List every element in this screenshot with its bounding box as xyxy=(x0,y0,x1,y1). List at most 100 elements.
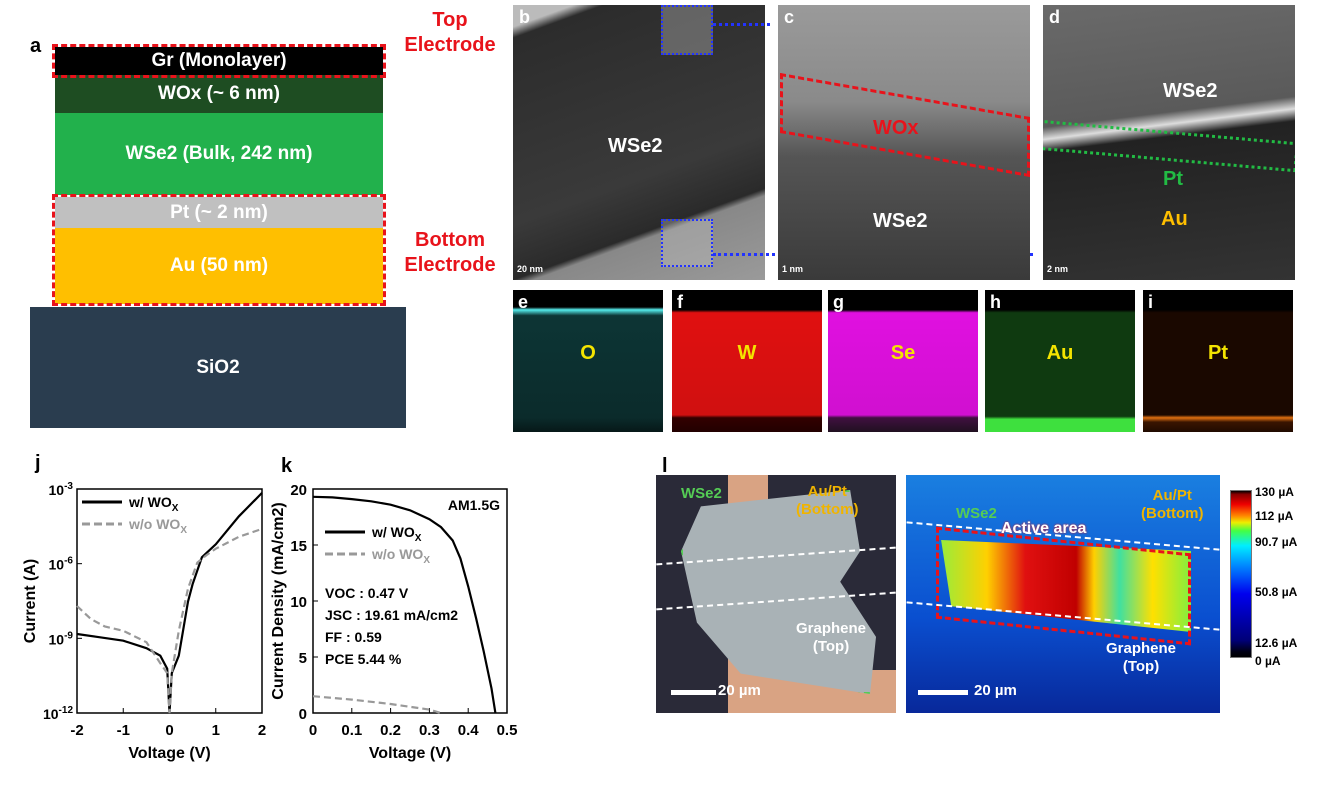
panel-label-b: b xyxy=(519,7,530,27)
scale-bar xyxy=(918,690,968,695)
element-label: Pt xyxy=(1208,342,1228,364)
scale-label: 20 µm xyxy=(718,682,761,699)
active-area-label: Active area xyxy=(1001,520,1087,537)
x-axis-label: Voltage (V) xyxy=(369,745,451,762)
x-tick-label: 0.1 xyxy=(341,722,362,739)
scale-bar xyxy=(671,690,716,695)
colorbar-label: 0 µA xyxy=(1255,654,1281,668)
wse2-flake xyxy=(681,490,877,694)
plot-frame xyxy=(312,488,508,714)
layer-label: Au (50 nm) xyxy=(169,255,269,276)
annotation-am15g: AM1.5G xyxy=(448,497,500,513)
panel-label-i: i xyxy=(1148,292,1154,312)
y-tick-label: 10-12 xyxy=(43,705,73,722)
metric-text: VOC : 0.47 V xyxy=(325,585,409,601)
layer-label: WSe2 (Bulk, 242 nm) xyxy=(125,143,313,164)
wse2-label: WSe2 xyxy=(956,505,997,522)
top-electrode-label: Top Electrode xyxy=(404,9,496,56)
wox-label: WOx xyxy=(873,117,919,139)
scale-bar: 1 nm xyxy=(782,264,804,274)
top-electrode-box xyxy=(52,44,386,78)
material-label: WSe2 xyxy=(1163,80,1218,102)
colorbar-label: 50.8 µA xyxy=(1255,585,1298,599)
zoom-box-bottom xyxy=(661,219,713,267)
colorbar-label: 112 µA xyxy=(1255,509,1294,523)
layer-label: WOx (~ 6 nm) xyxy=(158,83,280,104)
tem-image-b: b WSe2 20 nm xyxy=(513,5,765,280)
element-label: Se xyxy=(890,342,916,364)
aupt-label: Au/Pt (Bottom) xyxy=(796,483,858,519)
series-line-without-wox xyxy=(76,527,263,714)
y-tick-label: 20 xyxy=(290,482,307,499)
bottom-electrode-box xyxy=(52,194,386,306)
graphene-text: Graphene xyxy=(796,620,867,637)
layer-wse2: WSe2 (Bulk, 242 nm) xyxy=(55,113,383,195)
legend-label: w/ WOX xyxy=(371,524,422,544)
layer-wox: WOx (~ 6 nm) xyxy=(55,75,383,113)
y-tick-label: 5 xyxy=(299,650,307,667)
y-axis-label: Current Density (mA/cm2) xyxy=(270,502,287,699)
x-tick-label: 1 xyxy=(212,722,220,739)
colorbar-label: 12.6 µA xyxy=(1255,636,1298,650)
pt-label: Pt xyxy=(1163,168,1183,190)
optical-image: WSe2 Au/Pt (Bottom) Graphene (Top) 20 µm xyxy=(656,475,896,713)
scale-label: 20 µm xyxy=(974,682,1017,699)
x-tick-label: 0.5 xyxy=(497,722,518,739)
eds-map-au: h Au xyxy=(985,290,1135,432)
series-line-without-wox xyxy=(312,695,442,715)
x-axis-label: Voltage (V) xyxy=(128,745,210,762)
layer-label: Pt (~ 2 nm) xyxy=(170,201,268,223)
y-tick-label: 15 xyxy=(290,538,307,555)
y-axis-label: Current (A) xyxy=(22,559,39,643)
layer-label: Gr (Monolayer) xyxy=(151,50,287,71)
aupt-text: Au/Pt xyxy=(1152,487,1192,504)
panel-label-l: l xyxy=(662,455,668,477)
scale-bar: 2 nm xyxy=(1047,264,1069,274)
metric-text: JSC : 19.61 mA/cm2 xyxy=(325,607,458,623)
layer-graphene: Gr (Monolayer) xyxy=(55,47,383,75)
zoom-box-top xyxy=(661,5,713,55)
element-label: Au xyxy=(1046,342,1074,364)
colorbar xyxy=(1230,490,1252,658)
x-tick-label: 0 xyxy=(309,722,317,739)
graphene-label: Graphene (Top) xyxy=(796,620,866,656)
bottom-electrode-label: Bottom Electrode xyxy=(404,229,496,276)
layer-au: Au (50 nm) xyxy=(55,228,383,304)
legend-label: w/o WOX xyxy=(128,516,187,536)
material-label: WSe2 xyxy=(873,210,928,232)
aupt-text: Au/Pt xyxy=(807,483,847,500)
arrow-to-c xyxy=(713,23,770,26)
scale-bar: 20 nm xyxy=(517,264,544,274)
colorbar-label: 130 µA xyxy=(1255,485,1294,499)
tem-image-d: d WSe2 Pt Au 2 nm xyxy=(1043,5,1295,280)
tem-image-c: c WOx WSe2 1 nm xyxy=(778,5,1030,280)
panel-label-d: d xyxy=(1049,7,1060,27)
y-tick-label: 10-9 xyxy=(49,630,74,647)
metric-text: FF : 0.59 xyxy=(325,629,382,645)
aupt-label: Au/Pt (Bottom) xyxy=(1141,487,1203,523)
y-tick-label: 10 xyxy=(290,594,307,611)
element-label: O xyxy=(580,342,596,364)
panel-label-h: h xyxy=(990,292,1001,312)
y-tick-label: 10-3 xyxy=(49,481,74,498)
x-tick-label: 0.4 xyxy=(458,722,480,739)
bottom-text: (Bottom) xyxy=(1141,505,1204,522)
top-text: (Top) xyxy=(1122,658,1160,675)
wse2-label: WSe2 xyxy=(681,485,722,502)
bottom-text: (Bottom) xyxy=(796,501,859,518)
material-label: WSe2 xyxy=(608,135,663,157)
series-line-with-wox xyxy=(76,492,263,714)
layer-sio2: SiO2 xyxy=(30,307,406,428)
panel-label-g: g xyxy=(833,292,844,312)
graphene-text: Graphene xyxy=(1106,640,1177,657)
panel-label-f: f xyxy=(677,292,683,312)
photocurrent-map: Active area WSe2 Au/Pt (Bottom) Graphene(… xyxy=(906,475,1220,713)
x-tick-label: -1 xyxy=(117,722,130,739)
x-tick-label: -2 xyxy=(70,722,83,739)
eds-map-pt: i Pt xyxy=(1143,290,1293,432)
x-tick-label: 2 xyxy=(258,722,266,739)
